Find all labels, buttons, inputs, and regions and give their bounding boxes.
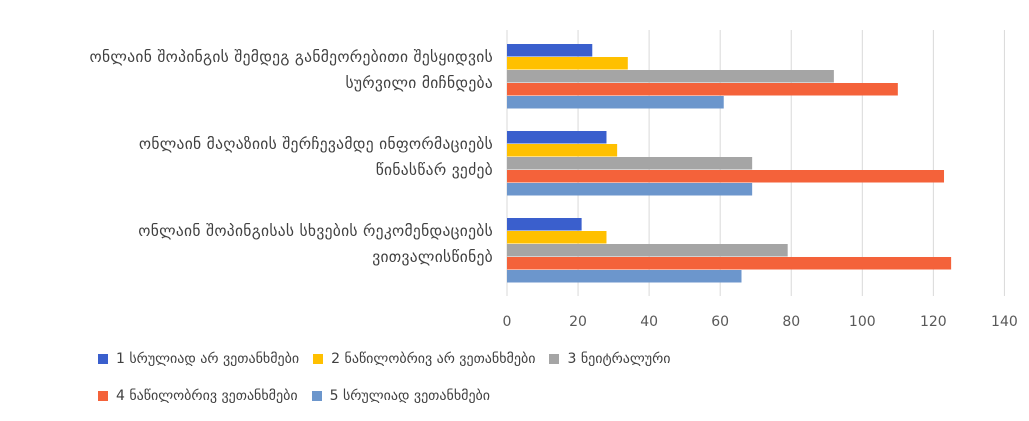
bar-cat3-series1 (507, 218, 582, 231)
legend-swatch (549, 354, 560, 364)
bar-cat2-series4 (507, 170, 945, 183)
category-label: ონლაინ შოპინგის შემდეგ განმეორებითი შესყ… (0, 44, 493, 96)
x-tick-label: 0 (503, 314, 512, 330)
bar-cat1-series5 (507, 96, 724, 109)
legend-item: 4 ნაწილობრივ ვეთანხმები (98, 388, 298, 404)
category-label-line: ვითვალისწინებ (372, 248, 493, 266)
legend-swatch (311, 391, 322, 401)
bar-cat3-series5 (507, 270, 742, 283)
legend-label: 2 ნაწილობრივ არ ვეთანხმები (331, 351, 536, 367)
bar-cat2-series2 (507, 144, 618, 157)
category-label-line: ონლაინ შოპინგის შემდეგ განმეორებითი შესყ… (89, 48, 493, 66)
category-label-line: სურვილი მიჩნდება (345, 74, 493, 92)
bar-cat1-series2 (507, 57, 628, 70)
x-tick-label: 20 (569, 314, 587, 330)
legend-item: 5 სრულიად ვეთანხმები (311, 388, 491, 404)
x-tick-label: 60 (711, 314, 729, 330)
bar-cat2-series3 (507, 157, 753, 170)
legend-item: 2 ნაწილობრივ არ ვეთანხმები (313, 351, 535, 367)
legend-swatch (98, 391, 108, 401)
bar-cat3-series4 (507, 257, 952, 270)
category-label-line: ონლაინ მაღაზიის შერჩევამდე ინფორმაციებს (138, 135, 493, 153)
bar-cat3-series2 (507, 231, 607, 244)
bar-cat3-series3 (507, 244, 788, 257)
category-label: ონლაინ შოპინგისას სხვების რეკომენდაციებს… (0, 218, 493, 270)
x-tick-label: 40 (640, 314, 658, 330)
legend-label: 3 ნეიტრალური (567, 351, 671, 367)
category-label-line: წინასწარ ვეძებ (375, 161, 493, 179)
legend-swatch (313, 354, 324, 364)
x-tick-label: 100 (849, 314, 876, 330)
legend-item: 1 სრულიად არ ვეთანხმები (98, 351, 299, 367)
legend: 1 სრულიად არ ვეთანხმები 2 ნაწილობრივ არ ვ… (98, 346, 858, 420)
legend-row: 4 ნაწილობრივ ვეთანხმები 5 სრულიად ვეთანხმ… (98, 383, 858, 409)
legend-label: 4 ნაწილობრივ ვეთანხმები (116, 388, 298, 404)
category-label-line: ონლაინ შოპინგისას სხვების რეკომენდაციებს (138, 222, 493, 240)
bar-cat1-series3 (507, 70, 834, 83)
category-label: ონლაინ მაღაზიის შერჩევამდე ინფორმაციებს წ… (0, 131, 493, 183)
bar-cat1-series1 (507, 44, 593, 57)
x-tick-label: 140 (991, 314, 1018, 330)
legend-label: 5 სრულიად ვეთანხმები (329, 388, 491, 404)
legend-item: 3 ნეიტრალური (549, 351, 671, 367)
legend-row: 1 სრულიად არ ვეთანხმები 2 ნაწილობრივ არ ვ… (98, 346, 858, 372)
bar-cat2-series5 (507, 183, 753, 196)
legend-label: 1 სრულიად არ ვეთანხმები (116, 351, 300, 367)
bar-cat2-series1 (507, 131, 607, 144)
legend-swatch (98, 354, 108, 364)
bar-cat1-series4 (507, 83, 898, 96)
x-tick-label: 120 (920, 314, 947, 330)
x-tick-label: 80 (782, 314, 800, 330)
